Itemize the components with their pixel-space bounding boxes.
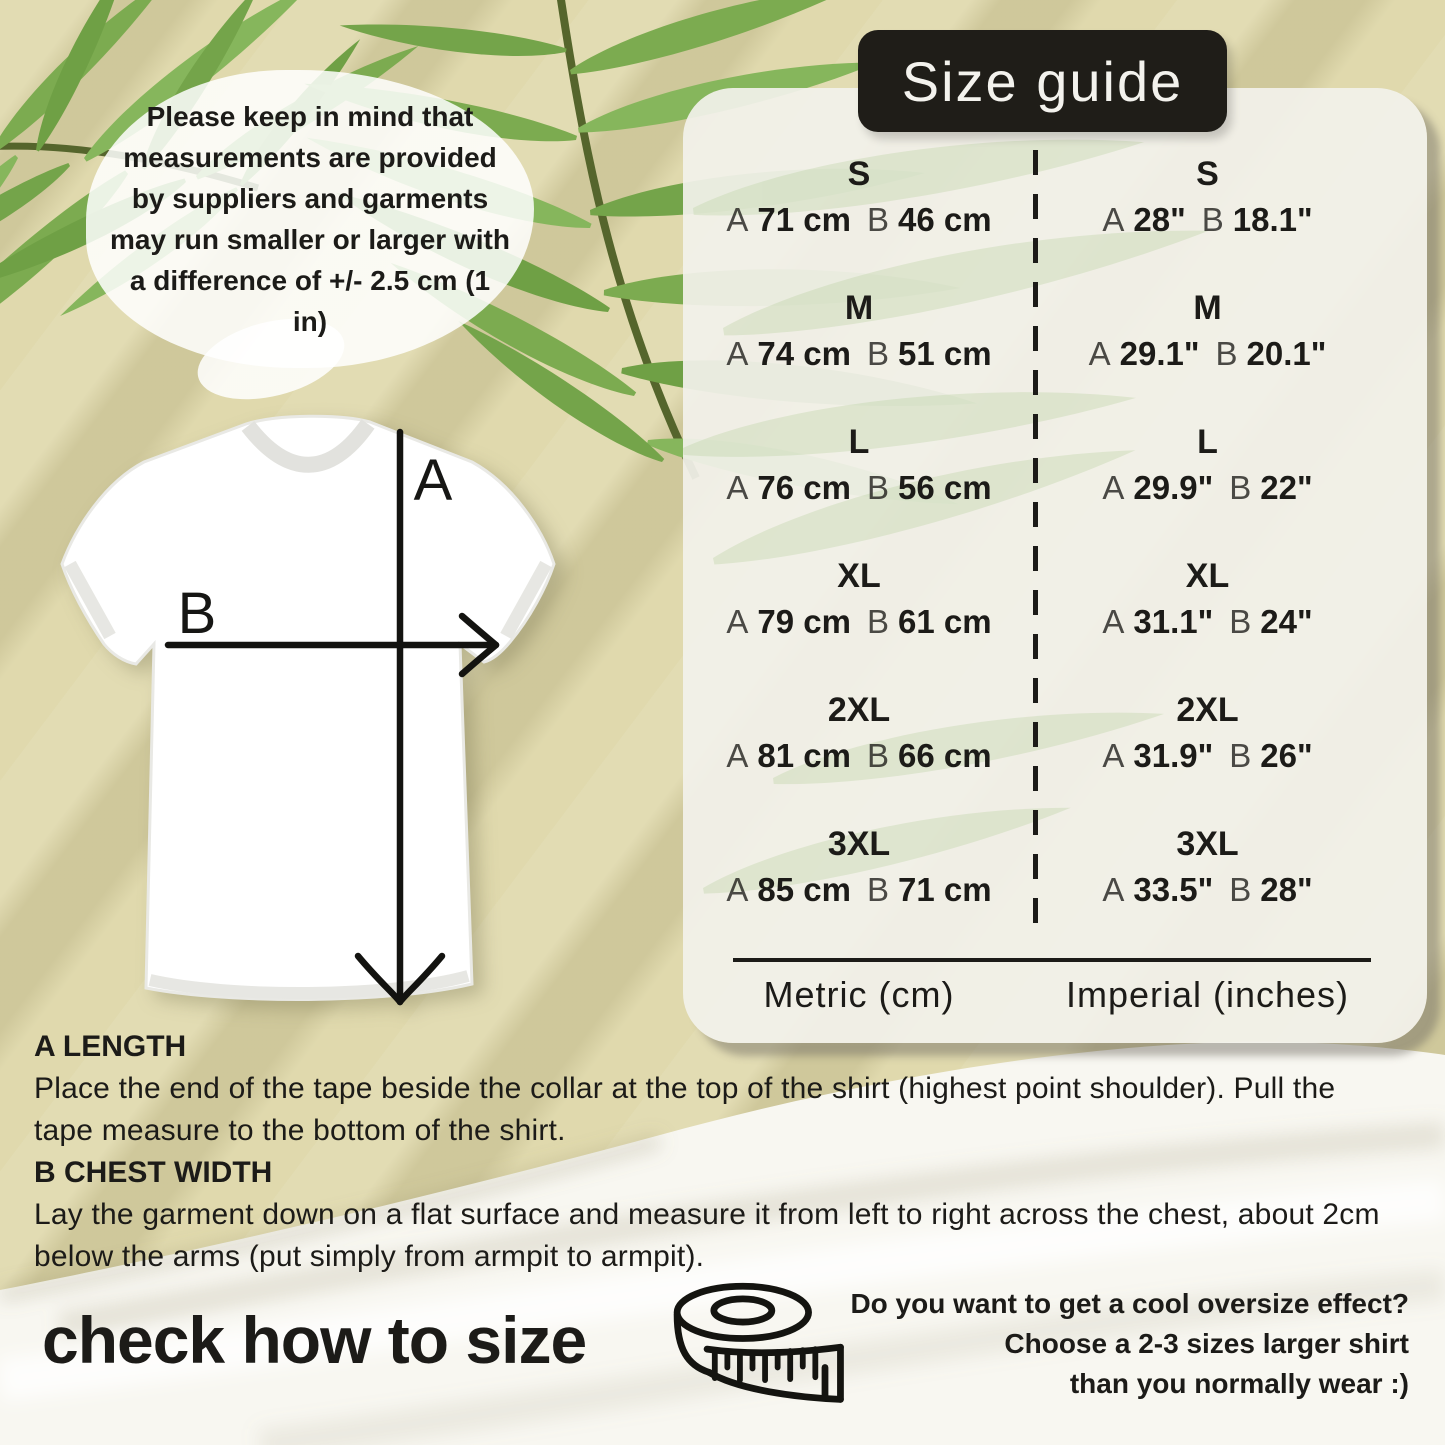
- table-row: XL A 79 cm B 61 cm XL A 31.1" B 24": [683, 556, 1427, 644]
- size-label: L: [848, 423, 870, 461]
- table-row: M A 74 cm B 51 cm M A 29.1" B 20.1": [683, 288, 1427, 376]
- chest-body: Lay the garment down on a flat surface a…: [34, 1198, 1380, 1273]
- imperial-column-label: Imperial (inches): [1065, 974, 1350, 1015]
- label-a: A: [414, 448, 453, 513]
- size-label: 2XL: [827, 691, 891, 729]
- units-footer: Metric (cm) Imperial (inches): [683, 974, 1427, 1016]
- tshirt-illustration: [60, 414, 556, 1002]
- oversize-tip-line: Choose a 2-3 sizes larger shirt: [1004, 1328, 1409, 1359]
- size-label: 2XL: [1176, 691, 1239, 729]
- size-label: S: [847, 155, 871, 193]
- chest-heading: B CHEST WIDTH: [34, 1156, 273, 1189]
- table-row: 2XL A 81 cm B 66 cm 2XL A 31.9" B 26": [683, 690, 1427, 778]
- table-row: S A 71 cm B 46 cm S A 28" B 18.1": [683, 154, 1427, 242]
- length-body: Place the end of the tape beside the col…: [34, 1072, 1336, 1147]
- size-label: 3XL: [1176, 825, 1239, 863]
- imperial-cell: L A 29.9" B 22": [1035, 422, 1380, 510]
- metric-cell: 2XL A 81 cm B 66 cm: [683, 690, 1035, 778]
- table-row: 3XL A 85 cm B 71 cm 3XL A 33.5" B 28": [683, 824, 1427, 912]
- metric-cell: 3XL A 85 cm B 71 cm: [683, 824, 1035, 912]
- size-label: M: [844, 289, 874, 327]
- oversize-tip-line: Do you want to get a cool oversize effec…: [850, 1288, 1409, 1319]
- size-label: XL: [837, 557, 881, 595]
- size-label: L: [1197, 423, 1218, 461]
- collar-band: [241, 419, 375, 473]
- imperial-cell: 3XL A 33.5" B 28": [1035, 824, 1380, 912]
- measuring-tape-icon: [673, 1282, 844, 1403]
- metric-column-label: Metric (cm): [763, 974, 955, 1015]
- label-b: B: [178, 581, 217, 646]
- tshirt-measurement-diagram: A B: [60, 414, 556, 1006]
- measuring-instructions: A LENGTH Place the end of the tape besid…: [34, 1026, 1402, 1278]
- disclaimer-text: Please keep in mind that measurements ar…: [110, 101, 510, 337]
- oversize-tip: Do you want to get a cool oversize effec…: [850, 1284, 1409, 1404]
- size-table: S A 71 cm B 46 cm S A 28" B 18.1" M A 74 cm B 51 …: [683, 88, 1427, 1016]
- left-cuff-band: [64, 560, 116, 640]
- palm-frond-center: [301, 0, 979, 527]
- size-guide-panel: S A 71 cm B 46 cm S A 28" B 18.1" M A 74 cm B 51 …: [683, 88, 1427, 1043]
- table-row: L A 76 cm B 56 cm L A 29.9" B 22": [683, 422, 1427, 510]
- size-label: M: [1193, 289, 1222, 327]
- cta-text: check how to size: [42, 1303, 587, 1377]
- disclaimer-bubble: Please keep in mind that measurements ar…: [86, 70, 534, 368]
- right-cuff-band: [500, 560, 552, 640]
- white-fabric-background: [0, 1041, 1445, 1445]
- metric-cell: XL A 79 cm B 61 cm: [683, 556, 1035, 644]
- metric-cell: S A 71 cm B 46 cm: [683, 154, 1035, 242]
- metric-cell: M A 74 cm B 51 cm: [683, 288, 1035, 376]
- width-arrow: [164, 612, 500, 678]
- hem-band: [148, 970, 470, 999]
- size-guide-header: Size guide: [858, 30, 1227, 132]
- page-title: Size guide: [901, 49, 1184, 113]
- oversize-tip-line: than you normally wear :): [1069, 1368, 1409, 1399]
- length-arrow: [354, 428, 446, 1006]
- footer-separator: [733, 958, 1371, 962]
- size-label: S: [1196, 155, 1219, 193]
- length-heading: A LENGTH: [34, 1030, 187, 1063]
- imperial-cell: 2XL A 31.9" B 26": [1035, 690, 1380, 778]
- size-label: XL: [1185, 557, 1230, 595]
- imperial-cell: M A 29.1" B 20.1": [1035, 288, 1380, 376]
- imperial-cell: XL A 31.1" B 24": [1035, 556, 1380, 644]
- imperial-cell: S A 28" B 18.1": [1035, 154, 1380, 242]
- size-label: 3XL: [827, 825, 891, 863]
- metric-cell: L A 76 cm B 56 cm: [683, 422, 1035, 510]
